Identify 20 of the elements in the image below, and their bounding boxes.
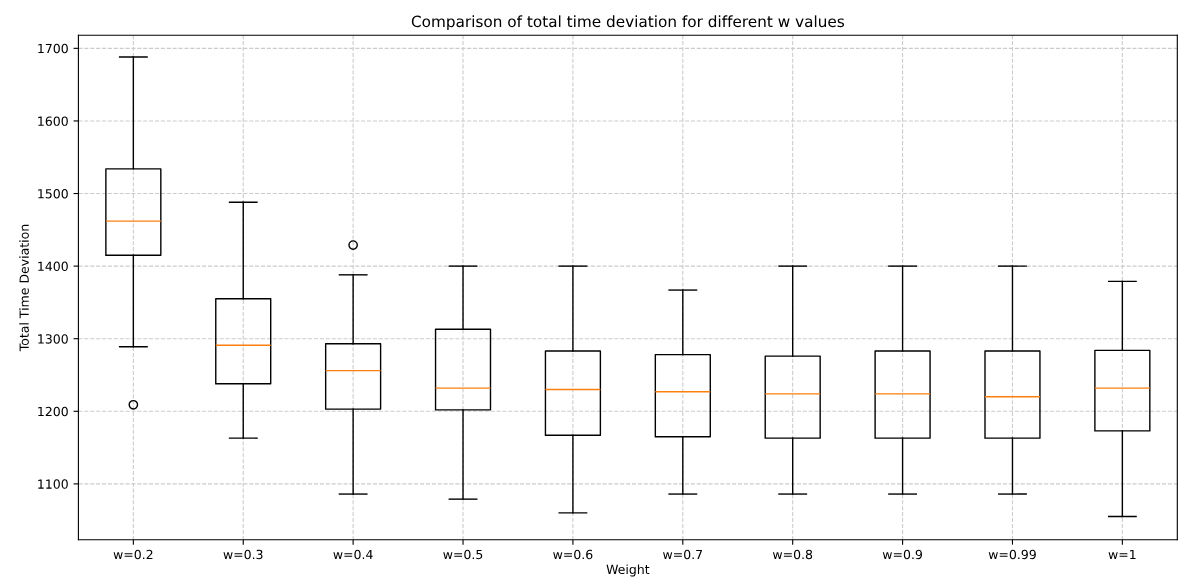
x-tick-label: w=0.99 xyxy=(988,549,1036,560)
y-tick-label: 1300 xyxy=(38,334,68,344)
x-tick-label: w=1 xyxy=(1108,549,1136,559)
x-tick-label: w=0.4 xyxy=(333,549,373,560)
x-tick-label: w=0.3 xyxy=(223,549,263,560)
x-tick-label: w=0.5 xyxy=(443,549,483,560)
y-tick-label: 1600 xyxy=(38,116,68,126)
y-tick-label: 1400 xyxy=(38,261,68,272)
chart-title: Comparison of total time deviation for different w values xyxy=(411,15,845,31)
x-tick-label: w=0.9 xyxy=(882,549,922,560)
y-tick-label: 1500 xyxy=(38,189,68,199)
x-tick-label: w=0.2 xyxy=(113,549,153,560)
y-tick-label: 1100 xyxy=(38,479,68,489)
x-tick-label: w=0.8 xyxy=(772,549,813,560)
x-axis-title: Weight xyxy=(606,564,650,577)
y-tick-label: 1700 xyxy=(38,43,68,54)
x-tick-label: w=0.6 xyxy=(553,549,593,560)
x-tick-label: w=0.7 xyxy=(663,549,703,560)
y-tick-label: 1200 xyxy=(38,406,68,417)
y-axis-title: Total Time Deviation xyxy=(19,224,29,352)
